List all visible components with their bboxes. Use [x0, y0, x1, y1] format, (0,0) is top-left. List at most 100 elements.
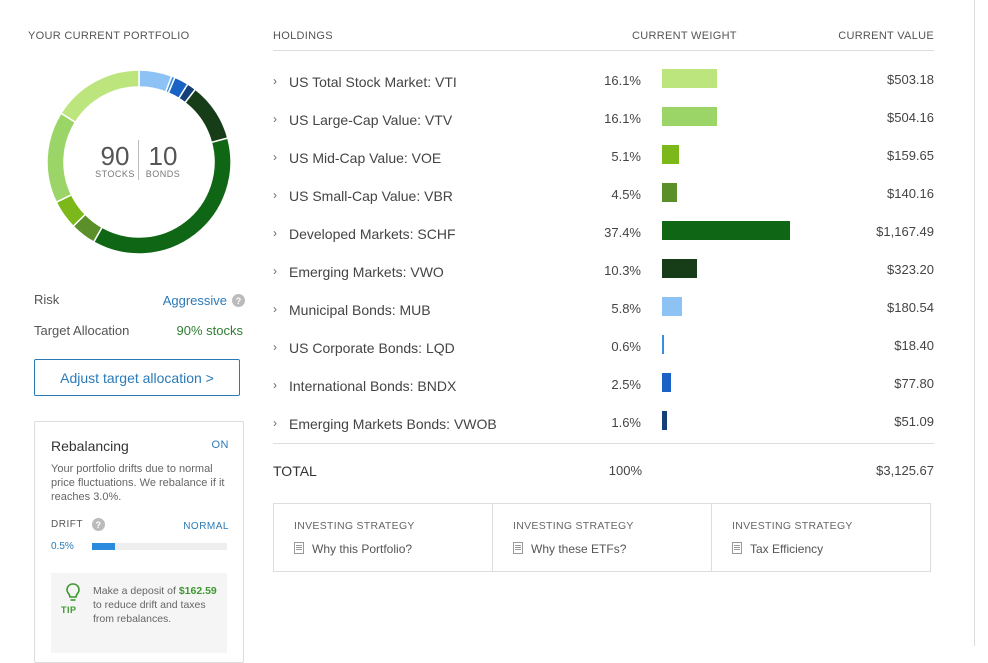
holding-row[interactable]: › US Small-Cap Value: VBR 4.5% $140.16 [273, 176, 934, 214]
holding-weight-bar [662, 297, 682, 316]
holding-name[interactable]: Emerging Markets Bonds: VWOB [289, 416, 497, 432]
holding-weight-bar [662, 183, 678, 202]
holding-weight-bar [662, 335, 665, 354]
tip-text-pre: Make a deposit of [93, 585, 176, 597]
holding-value: $504.16 [887, 110, 934, 125]
holding-name[interactable]: US Mid-Cap Value: VOE [289, 150, 442, 166]
holding-value: $503.18 [887, 72, 934, 87]
risk-label: Risk [34, 292, 60, 307]
holding-name[interactable]: US Total Stock Market: VTI [289, 74, 457, 90]
holding-row[interactable]: › US Corporate Bonds: LQD 0.6% $18.40 [273, 328, 934, 366]
rebalancing-title: Rebalancing [51, 438, 129, 454]
rebalancing-card: Rebalancing ON Your portfolio drifts due… [34, 421, 244, 663]
drift-status: NORMAL [183, 521, 229, 532]
holding-row[interactable]: › Emerging Markets Bonds: VWOB 1.6% $51.09 [273, 404, 934, 442]
total-weight: 100% [608, 463, 642, 478]
weight-column-header: CURRENT WEIGHT [632, 30, 737, 42]
chevron-right-icon[interactable]: › [273, 416, 277, 430]
chevron-right-icon[interactable]: › [273, 264, 277, 278]
holding-weight-bar [662, 221, 790, 240]
donut-center: 90 STOCKS 10 BONDS [47, 70, 231, 254]
holding-weight: 1.6% [611, 415, 641, 430]
holding-weight: 16.1% [604, 73, 641, 88]
strategy-card-link-text[interactable]: Why these ETFs? [531, 542, 627, 556]
holding-weight: 16.1% [604, 111, 641, 126]
holding-weight: 0.6% [611, 339, 641, 354]
holding-row[interactable]: › US Mid-Cap Value: VOE 5.1% $159.65 [273, 138, 934, 176]
chevron-right-icon[interactable]: › [273, 226, 277, 240]
rebalancing-toggle[interactable]: ON [211, 439, 229, 451]
strategy-card-link[interactable]: Tax Efficiency [732, 542, 823, 556]
chevron-right-icon[interactable]: › [273, 302, 277, 316]
bonds-summary: 10 BONDS [143, 143, 183, 180]
tip-deposit-amount[interactable]: $162.59 [178, 585, 217, 597]
strategy-card-etfs[interactable]: INVESTING STRATEGY Why these ETFs? [492, 503, 712, 572]
document-icon [513, 542, 523, 554]
holding-name[interactable]: Emerging Markets: VWO [289, 264, 444, 280]
holding-value: $1,167.49 [876, 224, 934, 239]
chevron-right-icon[interactable]: › [273, 150, 277, 164]
strategy-card-link-text[interactable]: Why this Portfolio? [312, 542, 413, 556]
holding-weight: 10.3% [604, 263, 641, 278]
drift-help-icon[interactable]: ? [92, 518, 106, 531]
holding-name[interactable]: Developed Markets: SCHF [289, 226, 456, 242]
allocation-donut-chart [47, 70, 231, 254]
drift-value: 0.5% [51, 541, 74, 552]
holding-value: $18.40 [894, 338, 934, 353]
strategy-card-link-text[interactable]: Tax Efficiency [750, 542, 824, 556]
holding-weight-bar [662, 259, 698, 278]
drift-label: DRIFT ? [51, 518, 106, 531]
holding-weight-bar [662, 107, 718, 126]
page-border [974, 0, 975, 646]
holding-row[interactable]: › Emerging Markets: VWO 10.3% $323.20 [273, 252, 934, 290]
holding-name[interactable]: US Small-Cap Value: VBR [289, 188, 453, 204]
help-icon[interactable]: ? [232, 294, 245, 307]
holding-weight-bar [662, 145, 680, 164]
target-allocation-label: Target Allocation [34, 323, 130, 338]
holding-value: $51.09 [894, 414, 934, 429]
holding-weight: 5.1% [611, 149, 641, 164]
chevron-right-icon[interactable]: › [273, 188, 277, 202]
total-label: TOTAL [273, 463, 317, 479]
holding-weight-bar [662, 373, 671, 392]
tip-box: TIP Make a deposit of $162.59 to reduce … [51, 573, 227, 653]
strategy-card-tax[interactable]: INVESTING STRATEGY Tax Efficiency [711, 503, 931, 572]
holdings-column-header: HOLDINGS [273, 30, 333, 42]
holding-weight-bar [662, 411, 668, 430]
strategy-card-link[interactable]: Why this Portfolio? [294, 542, 412, 556]
stocks-summary: 90 STOCKS [95, 143, 135, 180]
bonds-percent: 10 [148, 141, 178, 171]
risk-value[interactable]: Aggressive ? [163, 293, 245, 308]
risk-value-text[interactable]: Aggressive [162, 293, 227, 308]
value-column-header: CURRENT VALUE [838, 30, 934, 42]
holding-weight: 5.8% [611, 301, 641, 316]
strategy-card-label: INVESTING STRATEGY [732, 520, 853, 532]
holding-row[interactable]: › US Large-Cap Value: VTV 16.1% $504.16 [273, 100, 934, 138]
holding-value: $159.65 [887, 148, 934, 163]
strategy-card-link[interactable]: Why these ETFs? [513, 542, 626, 556]
drift-progress-track [92, 543, 227, 550]
holding-name[interactable]: US Large-Cap Value: VTV [289, 112, 453, 128]
holding-name[interactable]: Municipal Bonds: MUB [289, 302, 431, 318]
stocks-percent: 90 [100, 141, 130, 171]
holding-row[interactable]: › Municipal Bonds: MUB 5.8% $180.54 [273, 290, 934, 328]
holding-value: $323.20 [887, 262, 934, 277]
chevron-right-icon[interactable]: › [273, 340, 277, 354]
chevron-right-icon[interactable]: › [273, 378, 277, 392]
portfolio-section-title: YOUR CURRENT PORTFOLIO [28, 30, 190, 42]
strategy-card-portfolio[interactable]: INVESTING STRATEGY Why this Portfolio? [273, 503, 493, 572]
holding-name[interactable]: US Corporate Bonds: LQD [289, 340, 455, 356]
chevron-right-icon[interactable]: › [273, 112, 277, 126]
lightbulb-icon [63, 583, 83, 608]
holding-row[interactable]: › International Bonds: BNDX 2.5% $77.80 [273, 366, 934, 404]
target-allocation-value: 90% stocks [176, 323, 243, 338]
total-value: $3,125.67 [876, 463, 934, 478]
holding-row[interactable]: › Developed Markets: SCHF 37.4% $1,167.49 [273, 214, 934, 252]
adjust-target-allocation-button[interactable]: Adjust target allocation > [34, 359, 240, 396]
holding-weight: 37.4% [604, 225, 641, 240]
document-icon [732, 542, 742, 554]
chevron-right-icon[interactable]: › [273, 74, 277, 88]
holding-row[interactable]: › US Total Stock Market: VTI 16.1% $503.18 [273, 62, 934, 100]
header-divider [273, 50, 934, 51]
holding-name[interactable]: International Bonds: BNDX [289, 378, 457, 394]
